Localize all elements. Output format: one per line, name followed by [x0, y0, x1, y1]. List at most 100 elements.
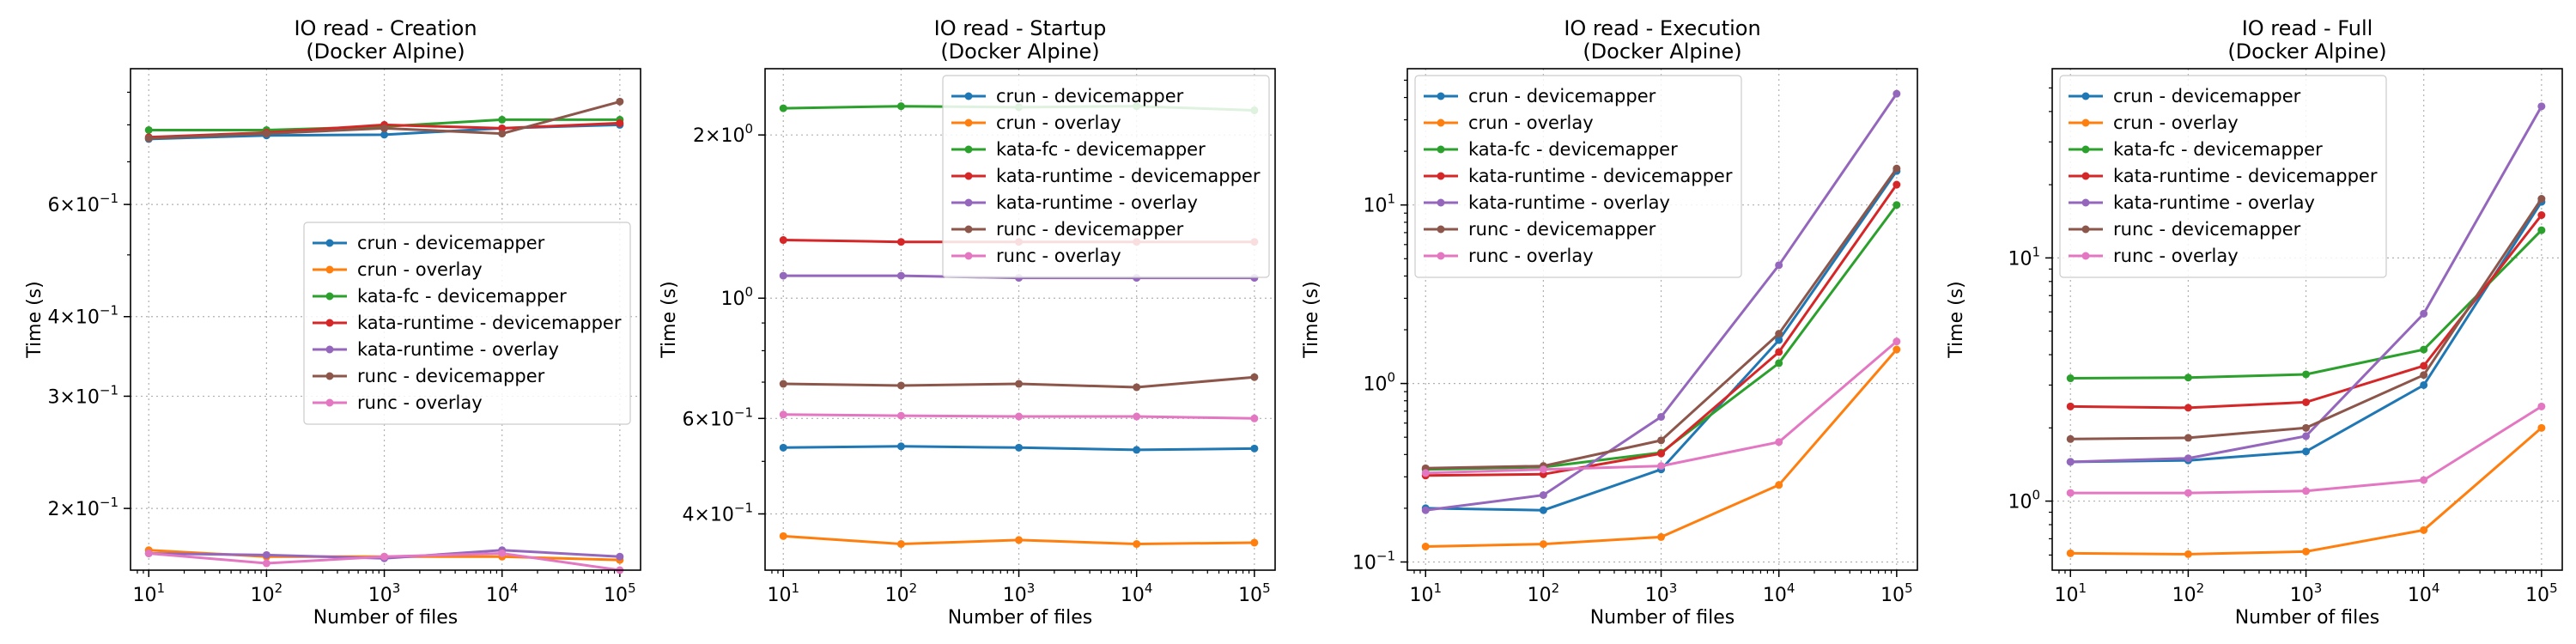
legend-item: kata-fc - devicemapper: [1424, 139, 1678, 160]
x-tick-label: 102: [2172, 580, 2205, 606]
data-point: [779, 532, 787, 540]
data-point: [2537, 423, 2546, 432]
legend-marker: [1437, 145, 1445, 154]
legend-marker: [2081, 198, 2090, 207]
x-axis-label: Number of files: [948, 607, 1093, 629]
legend-marker: [325, 345, 334, 354]
legend-item: crun - overlay: [2069, 112, 2239, 133]
legend: crun - devicemapper crun - overlay kata-fc…: [2059, 75, 2387, 278]
data-point: [1657, 532, 1666, 541]
series-runc-devicemapper: [2066, 195, 2546, 443]
legend-marker: [1437, 225, 1445, 234]
legend-label: crun - devicemapper: [996, 86, 1184, 106]
data-point: [1775, 330, 1783, 338]
legend-box: [1414, 75, 1742, 278]
data-point: [262, 550, 270, 559]
data-point: [1539, 506, 1547, 514]
legend-item: runc - devicemapper: [1424, 219, 1656, 240]
chart-title: IO read - Creation: [294, 16, 477, 40]
legend-marker: [964, 225, 973, 234]
chart-panel-1: IO read - Creation(Docker Alpine) 101 102 1…: [24, 16, 641, 629]
legend-item: kata-fc - devicemapper: [2069, 139, 2323, 160]
data-point: [1893, 180, 1901, 189]
data-point: [2066, 458, 2075, 466]
y-axis-label: Time (s): [24, 281, 46, 358]
data-point: [2302, 547, 2311, 556]
legend-item: runc - overlay: [2069, 246, 2239, 266]
y-tick-label: 100: [720, 284, 753, 310]
data-point: [1133, 383, 1141, 392]
axes-frame: [1406, 68, 1918, 571]
data-point: [498, 115, 507, 124]
x-tick-label: 105: [1880, 580, 1913, 606]
y-tick-label: 101: [2008, 244, 2040, 270]
legend: crun - devicemapper crun - overlay kata-fc…: [303, 222, 631, 425]
data-point: [896, 540, 905, 549]
legend-label: crun - overlay: [2113, 112, 2239, 133]
x-axis-label: Number of files: [2235, 607, 2380, 629]
data-point: [1015, 443, 1024, 452]
y-tick-label: 3×10−1: [47, 382, 118, 408]
axes-frame: [130, 68, 641, 571]
legend-marker: [2081, 92, 2090, 100]
data-point: [2066, 374, 2075, 383]
data-point: [1539, 465, 1547, 474]
y-axis-label: Time (s): [1301, 281, 1322, 358]
data-point: [896, 442, 905, 451]
legend-label: crun - overlay: [996, 112, 1121, 133]
data-point: [144, 134, 153, 143]
x-tick-label: 103: [1645, 580, 1678, 606]
legend-marker: [2081, 252, 2090, 260]
legend-marker: [964, 92, 973, 100]
axes-frame: [2051, 68, 2563, 571]
data-point: [2420, 380, 2428, 389]
data-point: [1133, 412, 1141, 421]
legend-marker: [2081, 118, 2090, 127]
legend-box: [303, 222, 631, 425]
data-point: [1539, 491, 1547, 500]
data-point: [2066, 489, 2075, 497]
data-point: [498, 124, 507, 132]
data-point: [144, 549, 153, 557]
legend-marker: [1437, 198, 1445, 207]
data-point: [1421, 506, 1430, 514]
legend-item: kata-runtime - devicemapper: [1424, 166, 1733, 186]
legend-marker: [325, 265, 334, 274]
series-crun-overlay: [2066, 423, 2546, 558]
data-point: [2302, 487, 2311, 495]
legend-marker: [1437, 118, 1445, 127]
legend-label: kata-fc - devicemapper: [2113, 139, 2323, 160]
legend-label: kata-runtime - devicemapper: [1468, 166, 1733, 186]
data-point: [2537, 102, 2546, 111]
series-crun-devicemapper: [779, 442, 1259, 454]
legend-item: crun - devicemapper: [951, 86, 1184, 106]
y-tick-label: 2×10−1: [47, 495, 118, 520]
y-tick-label: 100: [2008, 488, 2040, 513]
series-runc-overlay: [1421, 337, 1901, 477]
data-point: [2302, 423, 2311, 432]
series-crun-overlay: [1421, 345, 1901, 551]
data-point: [380, 131, 389, 139]
legend-label: kata-runtime - devicemapper: [357, 313, 622, 333]
x-tick-label: 102: [885, 580, 918, 606]
data-point: [1893, 164, 1901, 173]
legend-item: crun - devicemapper: [2069, 86, 2301, 106]
legend-item: crun - overlay: [1424, 112, 1594, 133]
legend-item: kata-runtime - overlay: [2069, 192, 2315, 213]
x-tick-label: 104: [486, 580, 519, 606]
legend-label: runc - devicemapper: [996, 219, 1184, 240]
data-point: [616, 118, 624, 127]
data-point: [2184, 550, 2192, 558]
legend-marker: [325, 319, 334, 327]
legend-item: crun - overlay: [313, 259, 483, 280]
legend-marker: [1437, 172, 1445, 180]
data-point: [1775, 438, 1783, 447]
data-point: [616, 97, 624, 106]
data-point: [2537, 195, 2546, 204]
chart-title: IO read - Full: [2242, 16, 2373, 40]
legend-marker: [964, 198, 973, 207]
chart-title: IO read - Execution: [1564, 16, 1760, 40]
legend-label: kata-runtime - devicemapper: [2113, 166, 2378, 186]
legend-item: kata-runtime - devicemapper: [313, 313, 622, 333]
